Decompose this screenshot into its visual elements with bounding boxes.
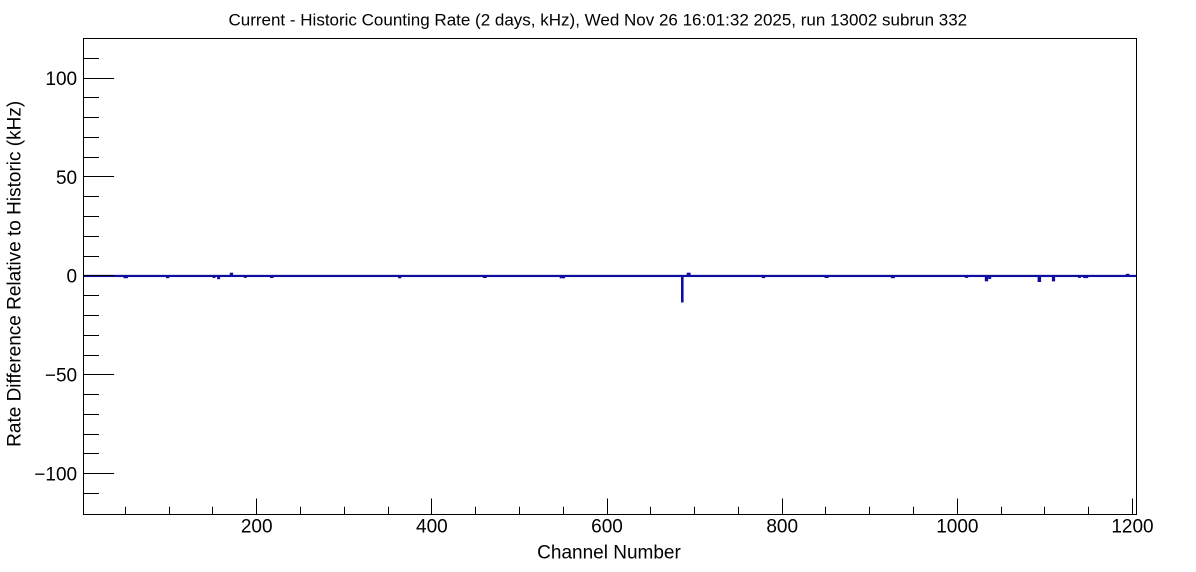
svg-text:Rate Difference Relative to Hi: Rate Difference Relative to Historic (kH… — [5, 101, 26, 447]
svg-text:400: 400 — [416, 516, 448, 537]
svg-text:0: 0 — [67, 267, 78, 288]
svg-text:600: 600 — [591, 516, 623, 537]
svg-text:800: 800 — [766, 516, 798, 537]
svg-text:−100: −100 — [34, 465, 77, 486]
svg-text:1200: 1200 — [1111, 516, 1153, 537]
svg-text:−50: −50 — [45, 366, 77, 387]
svg-text:200: 200 — [241, 516, 273, 537]
svg-text:50: 50 — [56, 168, 77, 189]
svg-text:100: 100 — [45, 69, 77, 90]
svg-text:Current - Historic Counting Ra: Current - Historic Counting Rate (2 days… — [228, 11, 967, 30]
svg-text:Channel Number: Channel Number — [537, 543, 681, 564]
svg-text:1000: 1000 — [936, 516, 978, 537]
